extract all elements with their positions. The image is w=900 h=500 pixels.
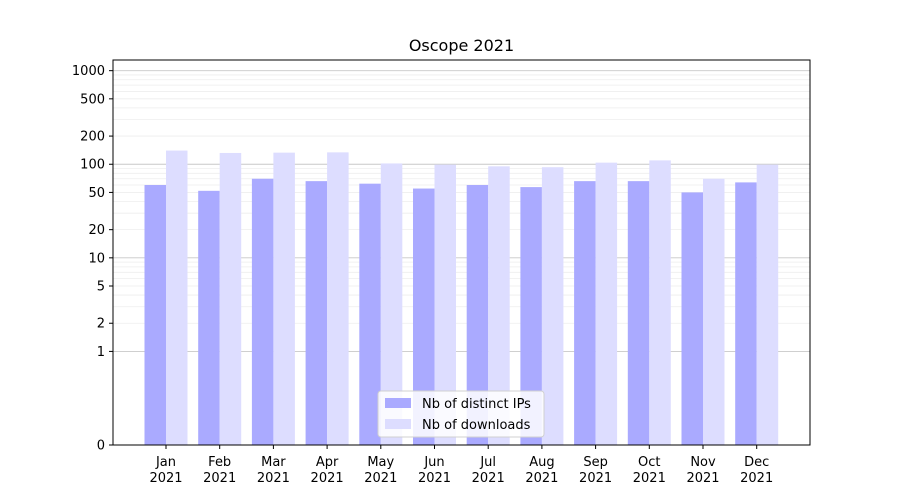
legend: Nb of distinct IPs Nb of downloads	[377, 390, 545, 438]
bar-distinct-ips-nov	[681, 192, 703, 445]
y-tick-label: 1000	[72, 64, 105, 79]
bar-downloads-nov	[703, 178, 725, 446]
bar-distinct-ips-may	[359, 183, 381, 445]
x-tick-label-year: 2021	[203, 471, 236, 486]
bar-downloads-jan	[166, 150, 188, 445]
bar-downloads-sep	[595, 162, 618, 445]
y-tick-label: 20	[88, 223, 105, 238]
y-tick-label: 5	[97, 280, 105, 295]
x-tick-label-year: 2021	[149, 471, 182, 486]
x-tick-label-year: 2021	[311, 471, 344, 486]
y-tick-label: 0	[97, 439, 105, 454]
x-tick-label-month: Oct	[638, 455, 660, 470]
bar-downloads-jul	[488, 166, 510, 445]
x-tick-label-year: 2021	[579, 471, 612, 486]
bar-distinct-ips-jul	[466, 185, 489, 445]
bar-downloads-apr	[327, 152, 349, 445]
legend-label: Nb of distinct IPs	[422, 397, 531, 412]
x-tick-label-year: 2021	[686, 471, 719, 486]
bar-downloads-may	[380, 163, 403, 445]
bar-distinct-ips-jan	[144, 185, 166, 445]
y-tick-label: 50	[88, 186, 105, 201]
bar-downloads-feb	[219, 152, 242, 445]
x-tick-label-month: Jul	[479, 455, 496, 470]
plot-area-frame	[112, 59, 811, 446]
bar-downloads-dec	[756, 164, 779, 445]
x-tick-label-year: 2021	[472, 471, 505, 486]
x-tick-label-month: Nov	[690, 455, 716, 470]
x-tick-label-month: Aug	[529, 455, 554, 470]
bars	[144, 150, 779, 446]
y-tick-label: 500	[80, 92, 105, 107]
bar-distinct-ips-sep	[574, 181, 596, 445]
bar-downloads-oct	[649, 160, 671, 445]
legend-label: Nb of downloads	[422, 418, 531, 433]
bar-distinct-ips-apr	[305, 181, 328, 445]
x-tick-label-month: Apr	[316, 455, 339, 470]
x-tick-label-year: 2021	[740, 471, 773, 486]
bar-distinct-ips-jun	[413, 188, 435, 445]
bar-downloads-aug	[541, 167, 564, 446]
x-tick-label-month: Jan	[155, 455, 176, 470]
x-tick-label-year: 2021	[257, 471, 290, 486]
y-axis: 0 1 2 5 10 20 50 100 200 500 1000	[72, 64, 113, 454]
bar-downloads-jun	[434, 164, 456, 445]
x-tick-label-year: 2021	[418, 471, 451, 486]
y-tick-label: 1	[97, 345, 105, 360]
y-tick-label: 200	[80, 130, 105, 145]
y-tick-label: 100	[80, 158, 105, 173]
x-tick-label-month: Mar	[261, 455, 286, 470]
x-tick-label-month: May	[367, 455, 394, 470]
x-tick-label-month: Sep	[583, 455, 608, 470]
x-tick-label-year: 2021	[633, 471, 666, 486]
bar-distinct-ips-dec	[735, 182, 757, 445]
x-axis: Jan2021Feb2021Mar2021Apr2021May2021Jun20…	[149, 445, 773, 486]
x-tick-label-year: 2021	[525, 471, 558, 486]
bar-distinct-ips-mar	[251, 178, 274, 446]
x-tick-label-month: Jun	[423, 455, 444, 470]
x-tick-label-month: Feb	[208, 455, 231, 470]
legend-box	[377, 390, 545, 438]
legend-swatch	[385, 398, 411, 408]
y-tick-label: 10	[88, 251, 105, 266]
bar-downloads-mar	[273, 152, 295, 445]
y-tick-label: 2	[97, 317, 105, 332]
legend-swatch	[385, 419, 411, 429]
bar-distinct-ips-feb	[198, 190, 220, 445]
x-tick-label-year: 2021	[364, 471, 397, 486]
bar-distinct-ips-aug	[520, 187, 542, 445]
bar-distinct-ips-oct	[627, 181, 650, 445]
chart-title: Oscope 2021	[409, 36, 514, 55]
x-tick-label-month: Dec	[744, 455, 769, 470]
